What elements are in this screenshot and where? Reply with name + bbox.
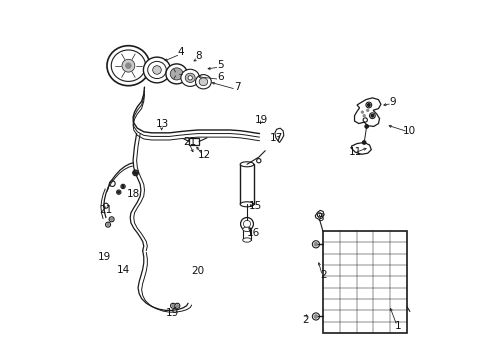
Circle shape bbox=[313, 315, 317, 318]
Circle shape bbox=[105, 222, 110, 227]
Text: 2: 2 bbox=[302, 315, 308, 325]
Circle shape bbox=[370, 114, 373, 117]
Ellipse shape bbox=[165, 64, 187, 84]
Bar bbox=[240, 164, 253, 204]
Circle shape bbox=[170, 303, 175, 308]
Ellipse shape bbox=[170, 68, 183, 80]
Text: 4: 4 bbox=[177, 47, 184, 57]
Ellipse shape bbox=[111, 50, 145, 81]
Circle shape bbox=[313, 243, 317, 246]
Circle shape bbox=[109, 181, 115, 186]
Text: 19: 19 bbox=[98, 252, 111, 262]
Circle shape bbox=[134, 172, 136, 174]
Text: 6: 6 bbox=[217, 72, 223, 82]
Circle shape bbox=[109, 217, 114, 222]
Text: 17: 17 bbox=[269, 133, 283, 143]
Bar bbox=[323, 231, 406, 333]
Ellipse shape bbox=[240, 162, 253, 167]
Circle shape bbox=[361, 111, 363, 113]
Ellipse shape bbox=[199, 78, 207, 86]
Text: 12: 12 bbox=[198, 150, 211, 160]
Text: 21: 21 bbox=[183, 138, 197, 148]
Text: 16: 16 bbox=[246, 228, 260, 238]
Text: 10: 10 bbox=[402, 126, 415, 136]
Circle shape bbox=[172, 305, 174, 307]
Text: 8: 8 bbox=[195, 51, 202, 61]
Circle shape bbox=[240, 217, 253, 230]
Text: 9: 9 bbox=[389, 97, 396, 107]
Circle shape bbox=[243, 220, 250, 228]
Circle shape bbox=[312, 241, 319, 248]
Circle shape bbox=[107, 224, 109, 226]
Text: 18: 18 bbox=[126, 189, 140, 199]
Text: 19: 19 bbox=[255, 115, 268, 125]
Text: 19: 19 bbox=[165, 308, 179, 318]
Text: 21: 21 bbox=[99, 205, 112, 215]
Ellipse shape bbox=[181, 69, 199, 86]
Ellipse shape bbox=[242, 227, 251, 231]
Text: 2: 2 bbox=[319, 270, 325, 280]
Text: 7: 7 bbox=[234, 82, 240, 92]
Bar bbox=[242, 229, 251, 240]
Circle shape bbox=[110, 218, 112, 220]
Circle shape bbox=[118, 191, 120, 193]
Text: 3: 3 bbox=[316, 212, 323, 222]
Ellipse shape bbox=[240, 202, 253, 207]
Text: 1: 1 bbox=[394, 321, 401, 332]
Ellipse shape bbox=[143, 57, 170, 83]
Circle shape bbox=[122, 59, 135, 72]
Circle shape bbox=[256, 158, 261, 163]
Ellipse shape bbox=[147, 62, 166, 78]
Circle shape bbox=[133, 171, 138, 175]
Circle shape bbox=[132, 170, 138, 176]
Ellipse shape bbox=[107, 46, 149, 86]
Circle shape bbox=[125, 63, 131, 68]
Text: 20: 20 bbox=[191, 266, 204, 276]
Circle shape bbox=[103, 203, 108, 208]
Circle shape bbox=[121, 184, 125, 189]
Circle shape bbox=[364, 125, 367, 128]
Ellipse shape bbox=[195, 75, 211, 89]
Text: 13: 13 bbox=[155, 118, 169, 129]
Circle shape bbox=[366, 109, 368, 111]
Circle shape bbox=[116, 190, 121, 194]
Text: 11: 11 bbox=[348, 147, 361, 157]
Text: 15: 15 bbox=[248, 201, 261, 211]
Circle shape bbox=[175, 303, 180, 308]
Circle shape bbox=[362, 141, 365, 144]
Circle shape bbox=[152, 66, 161, 74]
Text: 14: 14 bbox=[116, 265, 129, 275]
Circle shape bbox=[176, 305, 178, 307]
Ellipse shape bbox=[242, 238, 251, 242]
Circle shape bbox=[312, 313, 319, 320]
Circle shape bbox=[363, 114, 365, 117]
Text: 5: 5 bbox=[217, 60, 223, 70]
Ellipse shape bbox=[185, 73, 195, 82]
Circle shape bbox=[366, 104, 369, 107]
Bar bbox=[189, 138, 199, 145]
Circle shape bbox=[122, 185, 124, 188]
Circle shape bbox=[188, 76, 192, 80]
